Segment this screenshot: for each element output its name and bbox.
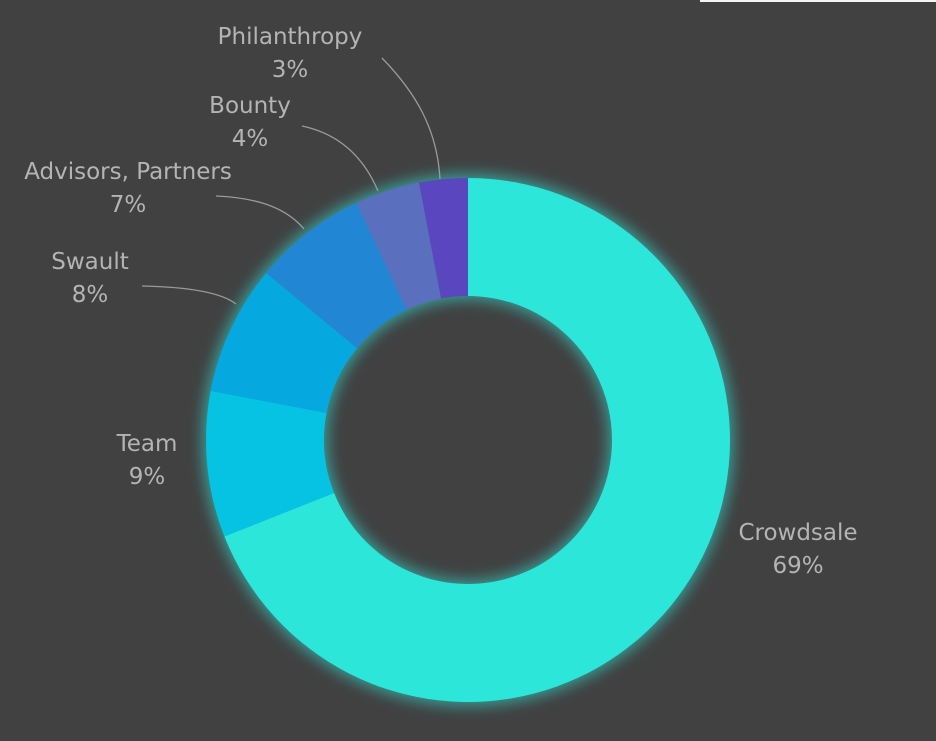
label-advisors-partners: Advisors, Partners: [24, 159, 232, 185]
leader-lines: [141, 57, 441, 305]
slice-swault[interactable]: [210, 272, 358, 414]
leader-line-philanthropy: [381, 57, 441, 180]
value-label-advisors-partners: 7%: [110, 192, 147, 218]
slice-advisors-partners[interactable]: [266, 202, 407, 349]
label-crowdsale: Crowdsale: [738, 520, 857, 546]
slice-team[interactable]: [206, 390, 335, 537]
value-label-philanthropy: 3%: [272, 57, 309, 83]
label-team: Team: [116, 431, 178, 457]
label-philanthropy: Philanthropy: [218, 24, 363, 50]
slice-philanthropy[interactable]: [418, 178, 468, 299]
leader-line-advisors-partners: [215, 195, 305, 230]
value-label-swault: 8%: [72, 282, 109, 308]
slice-bounty[interactable]: [356, 182, 442, 310]
value-label-bounty: 4%: [232, 126, 269, 152]
top-edge-strip: [700, 0, 936, 2]
leader-line-swault: [141, 285, 237, 305]
slice-crowdsale[interactable]: [224, 178, 730, 702]
value-label-team: 9%: [129, 464, 166, 490]
label-swault: Swault: [51, 249, 129, 275]
label-bounty: Bounty: [209, 93, 291, 119]
donut-slices: [206, 178, 730, 702]
leader-line-bounty: [301, 125, 379, 192]
slice-labels: Crowdsale 69% Team 9% Swault 8% Advisors, Part…: [24, 24, 857, 579]
value-label-crowdsale: 69%: [772, 553, 823, 579]
